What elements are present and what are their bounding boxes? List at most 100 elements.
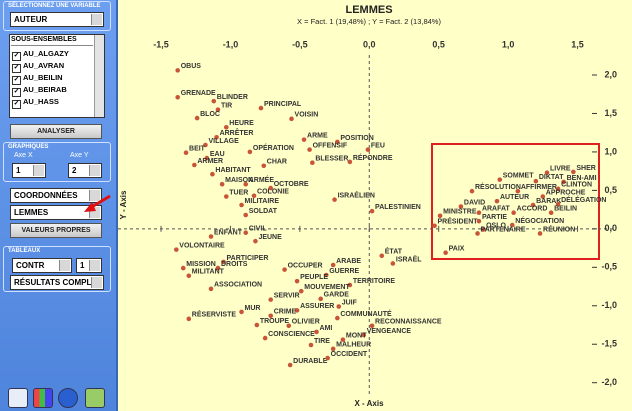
chart-icon[interactable] xyxy=(33,388,53,408)
point-label: MONT xyxy=(346,332,367,339)
point xyxy=(204,155,210,161)
point-label: EAU xyxy=(210,151,225,158)
scrollbar[interactable] xyxy=(94,35,104,117)
point-label: BEIT xyxy=(189,146,206,153)
point xyxy=(282,267,287,272)
point xyxy=(254,322,260,328)
point xyxy=(247,149,253,155)
point-label: MILITANT xyxy=(192,269,225,276)
point xyxy=(443,250,448,255)
subset-label: AU_AVRAN xyxy=(23,61,65,70)
point-label: PEUPLE xyxy=(300,274,328,281)
y-tick-label: 2,0 xyxy=(604,69,617,79)
point xyxy=(476,218,482,224)
x-tick-label: -1,0 xyxy=(223,39,239,49)
checkbox[interactable]: ✓ xyxy=(12,64,21,73)
y-tick-label: -1,0 xyxy=(601,300,617,310)
subset-label: AU_BEIRAB xyxy=(23,85,67,94)
point-label: BLESSER xyxy=(315,156,348,163)
subset-item[interactable]: ✓ AU_ALGAZY xyxy=(12,48,94,61)
checkbox[interactable]: ✓ xyxy=(12,100,21,109)
point-label: MOUVEMENT xyxy=(304,284,350,291)
point xyxy=(294,278,300,284)
point xyxy=(561,179,566,185)
point xyxy=(335,139,340,145)
point-label: GRENADE xyxy=(181,90,216,97)
table-axis-select[interactable]: 1 xyxy=(76,258,102,273)
point-label: RECONNAISSANCE xyxy=(375,319,442,326)
point-label: FEU xyxy=(371,142,385,149)
point-label: SOMMET xyxy=(503,172,534,179)
point-label: VENGEANCE xyxy=(367,328,412,335)
point xyxy=(208,234,214,239)
subset-label: AU_HASS xyxy=(23,97,59,106)
x-tick-label: 0,5 xyxy=(432,39,445,49)
point-label: MUR xyxy=(245,305,261,312)
point xyxy=(243,212,249,218)
point xyxy=(223,194,229,199)
arrow-head xyxy=(84,202,96,212)
point xyxy=(369,208,375,214)
point xyxy=(330,346,336,352)
point-label: COLONIE xyxy=(257,189,289,196)
display-select[interactable]: COORDONNÉES xyxy=(10,188,102,203)
axis-x-select[interactable]: 1 xyxy=(12,163,46,178)
help-icon[interactable] xyxy=(58,388,78,408)
point-label: OPÉRATION xyxy=(253,143,294,152)
tables-group: TABLEAUX CONTR 1 RÉSULTATS COMPL xyxy=(3,246,111,292)
point xyxy=(268,297,274,302)
point-label: BARAK xyxy=(536,198,561,205)
checkbox[interactable]: ✓ xyxy=(12,88,21,97)
y-tick-label: -0,5 xyxy=(601,262,617,272)
point xyxy=(261,163,267,169)
subset-item[interactable]: ✓ AU_BEIRAB xyxy=(12,84,94,97)
point xyxy=(286,323,292,329)
checkbox[interactable]: ✓ xyxy=(12,76,21,85)
y-tick-label: 0,0 xyxy=(604,223,617,233)
results-select[interactable]: RÉSULTATS COMPL xyxy=(10,275,104,290)
variable-select[interactable]: AUTEUR xyxy=(10,12,104,27)
save-icon[interactable] xyxy=(8,388,28,408)
chart-subtitle: X = Fact. 1 (19,48%) ; Y = Fact. 2 (13,8… xyxy=(297,17,441,26)
point xyxy=(215,107,221,112)
y-tick-label: -1,5 xyxy=(601,339,617,349)
point xyxy=(287,362,293,368)
eigen-button[interactable]: VALEURS PROPRES xyxy=(10,223,102,238)
subsets-list[interactable]: SOUS-ENSEMBLES ✓ AU_ALGAZY ✓ AU_AVRAN ✓ AU_BE… xyxy=(9,34,105,118)
subset-item[interactable]: ✓ AU_HASS xyxy=(12,96,94,109)
table-select[interactable]: CONTR xyxy=(12,258,72,273)
point xyxy=(555,201,561,207)
item-select[interactable]: LEMMES xyxy=(10,205,102,220)
analyze-button[interactable]: ANALYSER xyxy=(10,124,102,139)
point-label: MALHEUR xyxy=(336,342,371,349)
point-label: PARTENAIRE xyxy=(481,226,526,233)
point xyxy=(361,332,367,338)
point-label: PAIX xyxy=(449,246,465,253)
point xyxy=(253,238,258,244)
axis-y-select[interactable]: 2 xyxy=(68,163,102,178)
subset-item[interactable]: ✓ AU_BEILIN xyxy=(12,72,94,85)
point-label: GARDE xyxy=(324,292,350,299)
point xyxy=(537,231,543,236)
home-icon[interactable] xyxy=(85,388,105,408)
point-label: RÉSERVISTE xyxy=(192,310,237,319)
point-label: ISRAËL xyxy=(396,255,422,263)
y-tick-label: 1,5 xyxy=(604,108,617,118)
point-label: TERRITOIRE xyxy=(353,278,396,285)
point xyxy=(294,308,300,313)
y-tick-label: 1,0 xyxy=(604,146,617,156)
checkbox[interactable]: ✓ xyxy=(12,52,21,61)
axis-y-label: Axe Y xyxy=(70,152,89,159)
subset-item[interactable]: ✓ AU_AVRAN xyxy=(12,60,94,73)
point xyxy=(208,286,214,292)
point-label: CONSCIENCE xyxy=(268,331,315,338)
point xyxy=(221,259,226,265)
point-label: PALESTINIEN xyxy=(375,204,421,211)
point xyxy=(325,355,330,361)
point-label: ARABE xyxy=(336,258,361,265)
point-label: ÉTAT xyxy=(385,247,403,256)
point-label: SERVIR xyxy=(274,292,300,299)
point xyxy=(571,169,576,175)
